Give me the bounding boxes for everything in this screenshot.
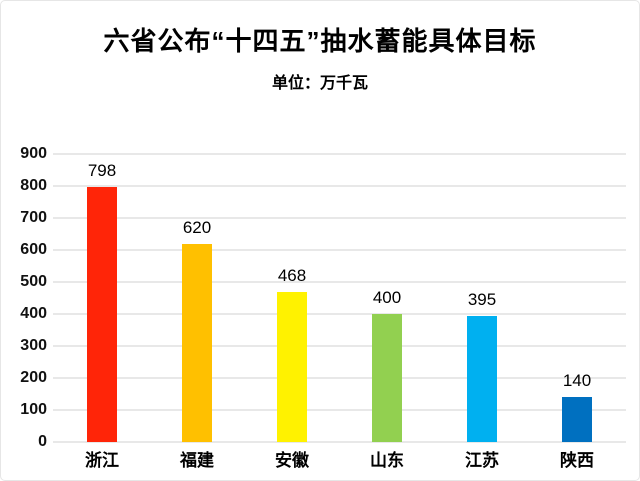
gridline bbox=[53, 249, 626, 251]
bar bbox=[372, 314, 402, 442]
x-axis-category-label: 福建 bbox=[180, 451, 214, 470]
bar bbox=[562, 397, 592, 442]
bar-value-label: 620 bbox=[182, 217, 212, 237]
x-axis-category-label: 浙江 bbox=[85, 451, 119, 470]
x-axis-category-label: 安徽 bbox=[275, 451, 309, 470]
bar bbox=[87, 186, 117, 442]
gridline bbox=[53, 217, 626, 219]
bar-value-label: 395 bbox=[467, 289, 497, 309]
gridline bbox=[53, 441, 626, 443]
bar-value-label: 140 bbox=[562, 371, 592, 391]
y-axis-tick-label: 700 bbox=[20, 209, 47, 226]
y-axis-tick-label: 200 bbox=[20, 369, 47, 386]
x-axis-category-label: 江苏 bbox=[465, 451, 499, 470]
chart-title: 六省公布“十四五”抽水蓄能具体目标 bbox=[103, 26, 537, 56]
y-axis-tick-label: 100 bbox=[20, 401, 47, 418]
gridline bbox=[53, 313, 626, 315]
bar bbox=[467, 315, 497, 442]
chart-subtitle: 单位：万千瓦 bbox=[271, 75, 368, 92]
gridline bbox=[53, 345, 626, 347]
gridline bbox=[53, 185, 626, 187]
bar bbox=[277, 292, 307, 442]
y-axis-tick-label: 800 bbox=[20, 177, 47, 194]
gridline bbox=[53, 153, 626, 155]
bar-value-label: 468 bbox=[277, 266, 307, 286]
gridline bbox=[53, 377, 626, 379]
y-axis-tick-label: 300 bbox=[20, 337, 47, 354]
y-axis-tick-label: 0 bbox=[38, 433, 47, 450]
bar-value-label: 400 bbox=[372, 288, 402, 307]
x-axis-category-label: 陕西 bbox=[560, 451, 594, 470]
bar-value-label: 798 bbox=[87, 160, 117, 180]
y-axis-tick-label: 900 bbox=[20, 145, 47, 162]
gridline bbox=[53, 281, 626, 283]
bar bbox=[182, 243, 212, 442]
x-axis-category-label: 山东 bbox=[370, 451, 404, 470]
y-axis-tick-label: 600 bbox=[20, 241, 47, 258]
gridline bbox=[53, 409, 626, 411]
y-axis-tick-label: 400 bbox=[20, 305, 47, 322]
y-axis-tick-label: 500 bbox=[20, 273, 47, 290]
